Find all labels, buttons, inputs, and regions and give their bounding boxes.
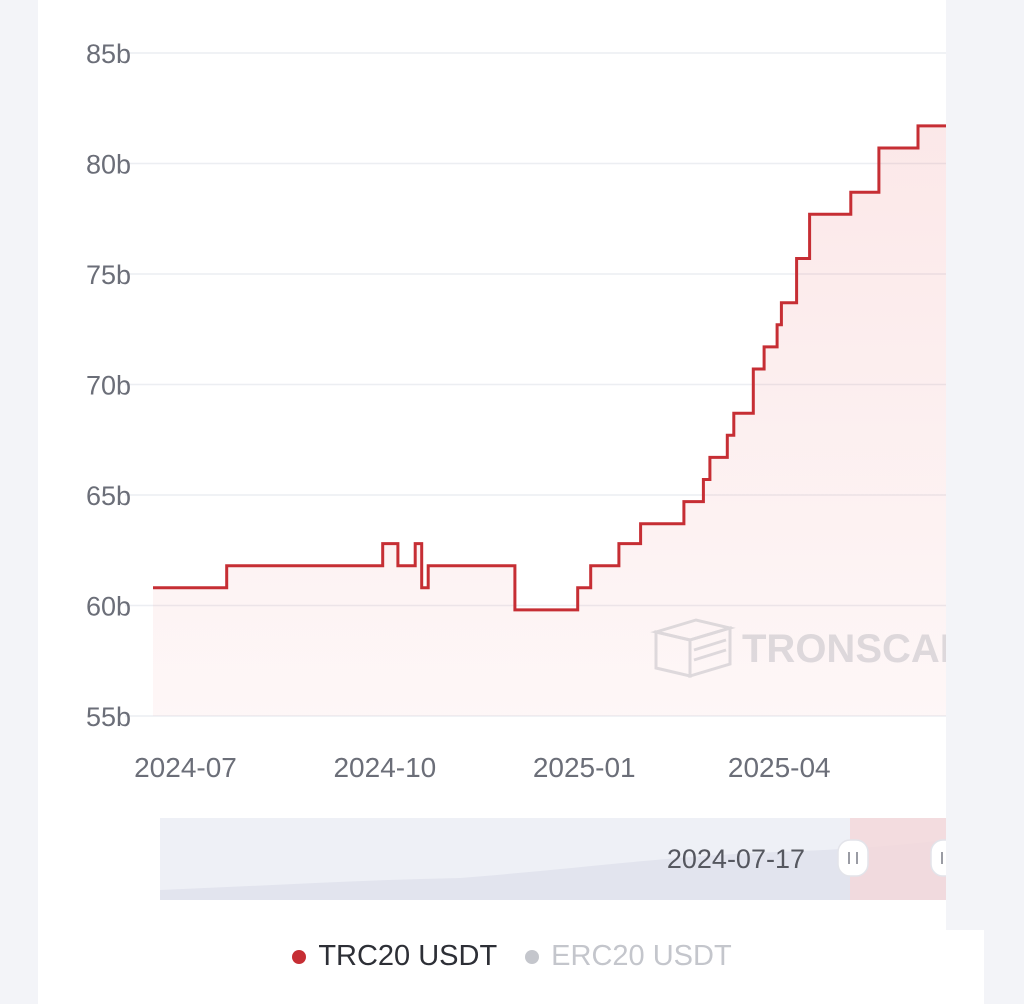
- zoom-slider[interactable]: 2024-07-17: [160, 818, 962, 900]
- x-tick-label: 2025-01: [533, 752, 636, 783]
- legend-label-erc20: ERC20 USDT: [551, 940, 732, 972]
- zoom-handle-left[interactable]: [837, 839, 869, 877]
- x-tick-label: 2024-07: [134, 752, 237, 783]
- legend-dot-trc20: [292, 949, 307, 964]
- y-tick-label: 60b: [86, 592, 131, 622]
- y-tick-label: 70b: [86, 371, 131, 401]
- legend-item-trc20-usdt[interactable]: TRC20 USDT: [292, 940, 497, 973]
- x-tick-label: 2025-04: [728, 752, 831, 783]
- x-tick-label: 2024-10: [333, 752, 436, 783]
- legend-dot-erc20: [525, 949, 540, 964]
- y-axis: 85b 80b 75b 70b 65b 60b 55b: [86, 39, 131, 732]
- legend-item-erc20-usdt[interactable]: ERC20 USDT: [525, 940, 732, 973]
- zoom-preview-area: [160, 840, 946, 900]
- tronscan-logo-icon: [650, 618, 736, 679]
- y-tick-label: 75b: [86, 260, 131, 290]
- series-line-trc20-usdt: [153, 124, 946, 612]
- y-tick-label: 80b: [86, 150, 131, 180]
- legend-label-trc20: TRC20 USDT: [318, 940, 498, 972]
- y-tick-label: 85b: [86, 39, 131, 69]
- y-tick-label: 65b: [86, 481, 131, 511]
- watermark-text: TRONSCAN: [742, 627, 969, 671]
- series-area-trc20-usdt: [153, 125, 946, 716]
- right-gutter: [946, 0, 1024, 930]
- x-axis: 2024-07 2024-10 2025-01 2025-04: [134, 752, 831, 783]
- chart-svg: 85b 80b 75b 70b 65b 60b 55b 2024-07 2024-10 2025…: [85, 0, 1024, 930]
- watermark: TRONSCAN: [650, 618, 969, 679]
- legend: TRC20 USDT ERC20 USDT: [0, 940, 1024, 973]
- y-tick-label: 55b: [86, 702, 131, 732]
- zoom-start-label: 2024-07-17: [667, 844, 805, 874]
